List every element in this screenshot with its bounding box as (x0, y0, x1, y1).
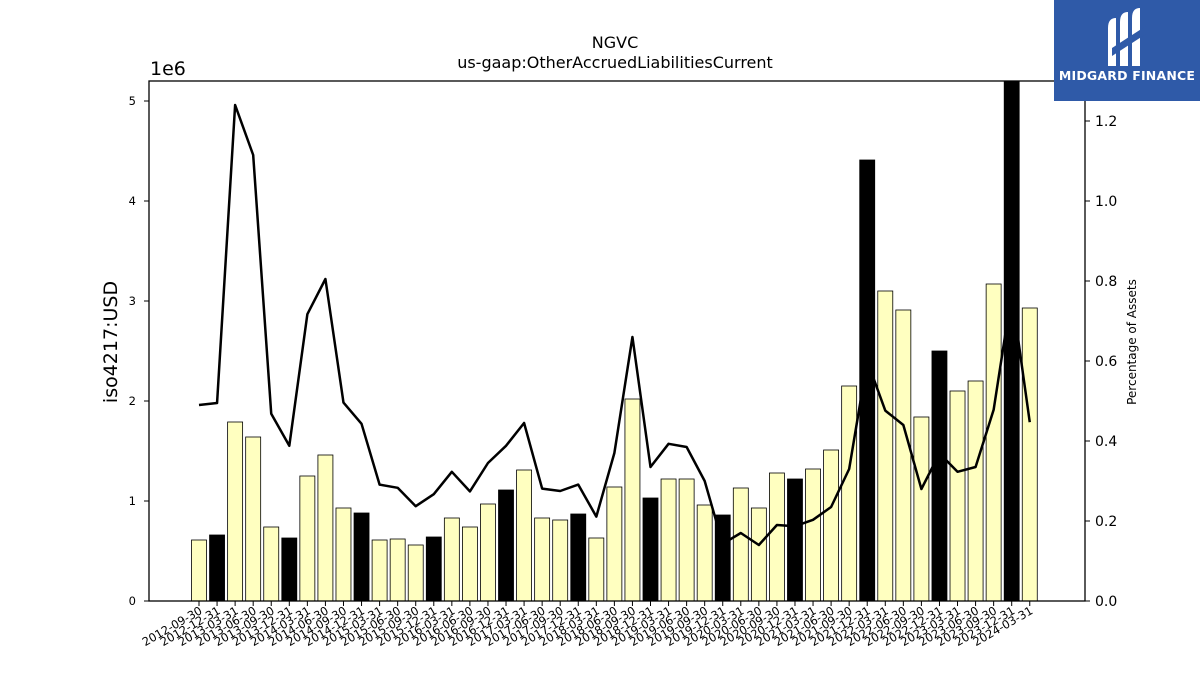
bar-2018-09-30 (624, 398, 641, 602)
bar-2020-06-30 (750, 507, 767, 602)
bar-2016-09-30 (480, 503, 496, 602)
bar-2016-03-31 (443, 517, 460, 602)
bar-2022-12-31 (931, 350, 948, 602)
bar-2013-09-30 (263, 526, 280, 602)
bar-2015-03-31 (371, 539, 388, 602)
chart-title: NGVC (592, 33, 638, 52)
bar-2015-09-30 (407, 544, 424, 602)
bar-2014-06-30 (317, 454, 334, 602)
bar-2015-12-31 (425, 536, 442, 602)
bar-2023-06-30 (967, 380, 984, 602)
bar-2014-03-31 (299, 475, 316, 602)
bar-2017-06-30 (534, 517, 551, 602)
bar-2023-12-31 (1003, 80, 1020, 602)
y2-tick-label: 0.0 (1095, 594, 1117, 610)
bar-2019-09-30 (696, 504, 713, 602)
y-tick-label: 2 (129, 394, 136, 408)
bar-2020-03-31 (732, 487, 749, 602)
bar-2022-03-31 (877, 290, 894, 602)
y2-tick-label: 1.2 (1095, 114, 1117, 130)
bar-2023-09-30 (985, 283, 1002, 602)
bar-2020-12-31 (787, 478, 803, 602)
y-offset-label: 1e6 (150, 58, 186, 80)
bar-2018-12-31 (642, 497, 659, 602)
bar-2012-09-30 (191, 539, 207, 602)
bar-2022-09-30 (913, 416, 930, 602)
bar-2014-12-31 (353, 512, 370, 602)
y-tick-label: 1 (129, 494, 136, 508)
bar-2013-06-30 (245, 436, 262, 602)
y2-tick-label: 0.4 (1095, 434, 1117, 450)
percentage-line (198, 103, 1031, 547)
bar-2017-03-31 (516, 469, 532, 602)
bar-2019-03-31 (660, 478, 677, 602)
bar-2015-06-30 (389, 538, 406, 602)
bar-2021-03-31 (805, 468, 821, 602)
bar-2019-06-30 (678, 478, 695, 602)
brand-logo: MIDGARD FINANCE (1054, 0, 1200, 101)
bar-2017-12-31 (570, 513, 587, 602)
bar-2021-12-31 (859, 159, 876, 602)
bar-2016-06-30 (461, 526, 478, 602)
bar-2016-12-31 (498, 489, 514, 602)
bar-2023-03-31 (949, 390, 966, 602)
bar-2012-12-31 (209, 534, 225, 602)
bar-2013-03-31 (227, 421, 244, 602)
brand-name: MIDGARD FINANCE (1058, 68, 1196, 83)
y-axis-label: iso4217:USD (100, 281, 122, 403)
y2-tick-label: 0.2 (1095, 514, 1117, 530)
midgard-m-icon (1108, 8, 1146, 66)
bar-2024-03-31 (1021, 307, 1038, 602)
y2-tick-label: 0.6 (1095, 354, 1117, 370)
plot-frame (148, 80, 1086, 602)
y-tick-label: 4 (129, 194, 136, 208)
y-tick-label: 0 (129, 594, 136, 608)
bar-2021-09-30 (841, 385, 858, 602)
bar-2022-06-30 (895, 309, 912, 602)
bar-2018-06-30 (606, 486, 623, 602)
y-tick-label: 3 (129, 294, 136, 308)
bar-2021-06-30 (823, 449, 839, 602)
y2-tick-label: 0.8 (1095, 274, 1117, 290)
bar-2020-09-30 (769, 472, 785, 602)
bar-2013-12-31 (281, 537, 298, 602)
bar-2014-09-30 (335, 507, 352, 602)
y-tick-label: 5 (129, 94, 136, 108)
chart-subtitle: us-gaap:OtherAccruedLiabilitiesCurrent (457, 53, 773, 72)
bar-2017-09-30 (552, 519, 569, 602)
y2-axis-label: Percentage of Assets (1125, 279, 1139, 405)
bar-2018-03-31 (588, 537, 605, 602)
y2-tick-label: 1.0 (1095, 194, 1117, 210)
